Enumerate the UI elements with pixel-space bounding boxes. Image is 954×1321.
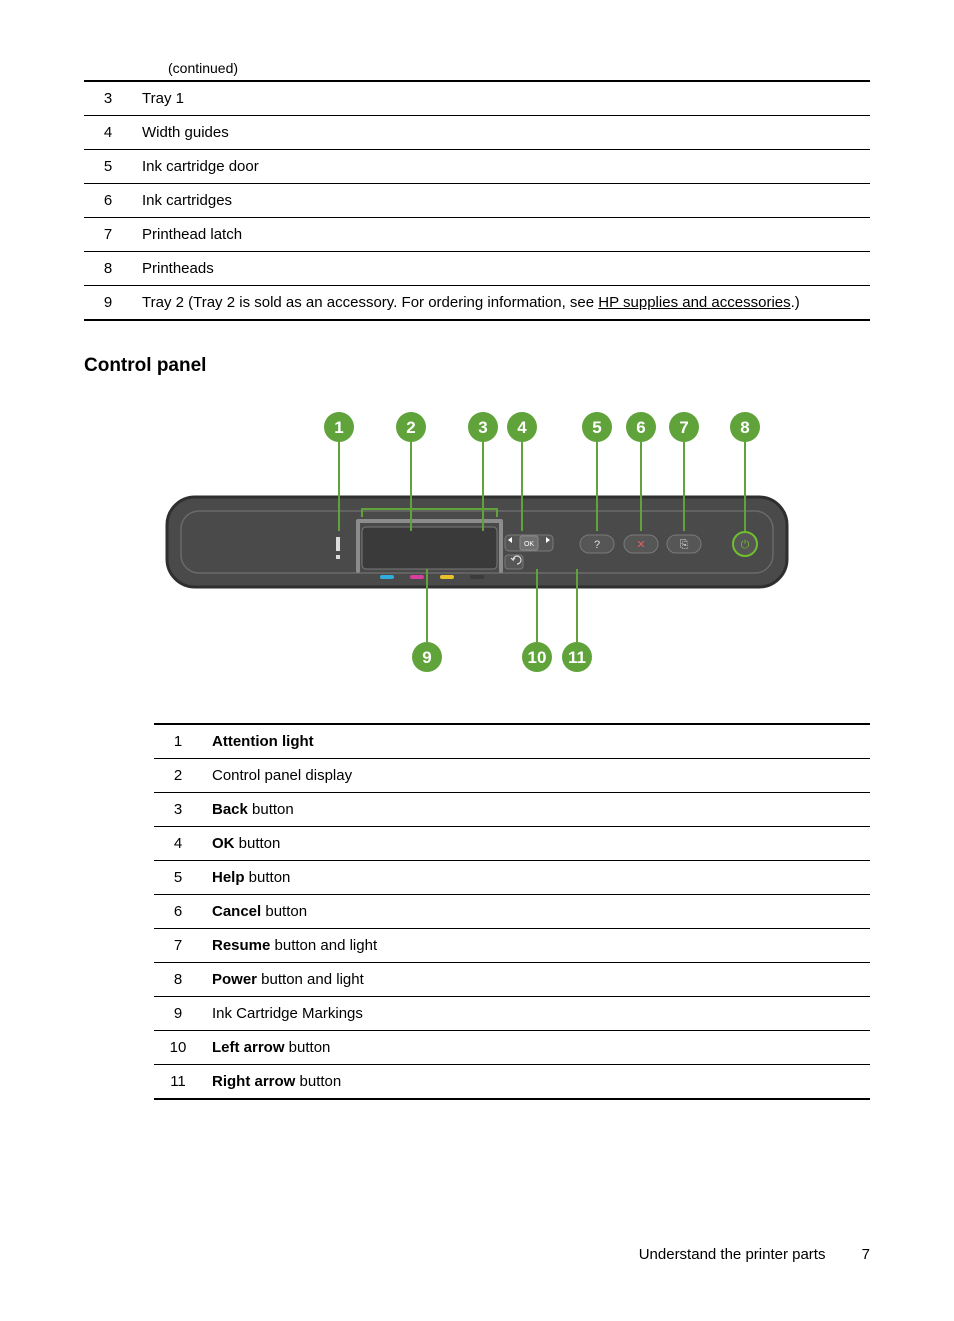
table-row: 3Back button	[154, 793, 870, 827]
svg-text:7: 7	[679, 418, 688, 437]
table-row: 9Tray 2 (Tray 2 is sold as an accessory.…	[84, 286, 870, 321]
row-text: Cancel button	[202, 895, 870, 929]
row-text: Printhead latch	[132, 218, 870, 252]
row-text: Control panel display	[202, 759, 870, 793]
row-number: 6	[84, 184, 132, 218]
table-row: 4OK button	[154, 827, 870, 861]
table-row: 6Cancel button	[154, 895, 870, 929]
svg-text:OK: OK	[524, 541, 534, 548]
row-number: 10	[154, 1031, 202, 1065]
control-panel-table: 1Attention light2Control panel display3B…	[154, 723, 870, 1100]
row-number: 4	[84, 116, 132, 150]
row-number: 4	[154, 827, 202, 861]
svg-text:8: 8	[740, 418, 749, 437]
svg-text:4: 4	[517, 418, 527, 437]
table-row: 6Ink cartridges	[84, 184, 870, 218]
row-number: 1	[154, 724, 202, 759]
row-number: 8	[154, 963, 202, 997]
svg-text:⏻: ⏻	[741, 539, 750, 551]
row-text: OK button	[202, 827, 870, 861]
svg-text:3: 3	[478, 418, 487, 437]
row-number: 3	[84, 81, 132, 116]
row-text: Tray 1	[132, 81, 870, 116]
row-text: Printheads	[132, 252, 870, 286]
row-number: 5	[154, 861, 202, 895]
row-number: 9	[154, 997, 202, 1031]
table-row: 4Width guides	[84, 116, 870, 150]
table-row: 10Left arrow button	[154, 1031, 870, 1065]
svg-text:10: 10	[528, 648, 547, 667]
parts-table: 3Tray 14Width guides5Ink cartridge door6…	[84, 80, 870, 321]
row-number: 7	[154, 929, 202, 963]
svg-text:11: 11	[568, 648, 586, 667]
table-row: 3Tray 1	[84, 81, 870, 116]
svg-text:5: 5	[592, 418, 601, 437]
table-row: 1Attention light	[154, 724, 870, 759]
row-text: Left arrow button	[202, 1031, 870, 1065]
row-text: Back button	[202, 793, 870, 827]
table-row: 9Ink Cartridge Markings	[154, 997, 870, 1031]
control-panel-diagram: OK? ✕ ⎘ ⏻ 1 2 3 4 5 6 7 8 9 10 11	[157, 397, 797, 687]
svg-text:⎘: ⎘	[680, 539, 689, 551]
row-text: Tray 2 (Tray 2 is sold as an accessory. …	[132, 286, 870, 321]
table-row: 8Printheads	[84, 252, 870, 286]
row-text: Ink cartridges	[132, 184, 870, 218]
svg-text:1: 1	[334, 418, 343, 437]
row-text: Attention light	[202, 724, 870, 759]
svg-text:2: 2	[406, 418, 415, 437]
row-text: Ink cartridge door	[132, 150, 870, 184]
row-text: Width guides	[132, 116, 870, 150]
footer-text: Understand the printer parts	[639, 1246, 826, 1263]
section-heading: Control panel	[84, 355, 870, 377]
table-row: 7Printhead latch	[84, 218, 870, 252]
table-row: 11Right arrow button	[154, 1065, 870, 1100]
row-text: Help button	[202, 861, 870, 895]
svg-text:✕: ✕	[636, 539, 645, 551]
supplies-link[interactable]: HP supplies and accessories	[598, 294, 790, 311]
row-text: Resume button and light	[202, 929, 870, 963]
table-row: 7Resume button and light	[154, 929, 870, 963]
row-number: 11	[154, 1065, 202, 1100]
row-text: Ink Cartridge Markings	[202, 997, 870, 1031]
row-number: 9	[84, 286, 132, 321]
row-number: 2	[154, 759, 202, 793]
row-number: 3	[154, 793, 202, 827]
svg-text:?: ?	[594, 539, 600, 551]
svg-text:9: 9	[422, 648, 431, 667]
table-row: 5Help button	[154, 861, 870, 895]
row-number: 6	[154, 895, 202, 929]
row-text: Right arrow button	[202, 1065, 870, 1100]
table-row: 8Power button and light	[154, 963, 870, 997]
row-number: 8	[84, 252, 132, 286]
row-number: 5	[84, 150, 132, 184]
row-text: Power button and light	[202, 963, 870, 997]
table-row: 5Ink cartridge door	[84, 150, 870, 184]
continued-label: (continued)	[168, 60, 870, 76]
table-row: 2Control panel display	[154, 759, 870, 793]
row-number: 7	[84, 218, 132, 252]
page-number: 7	[862, 1246, 870, 1263]
svg-text:6: 6	[636, 418, 645, 437]
